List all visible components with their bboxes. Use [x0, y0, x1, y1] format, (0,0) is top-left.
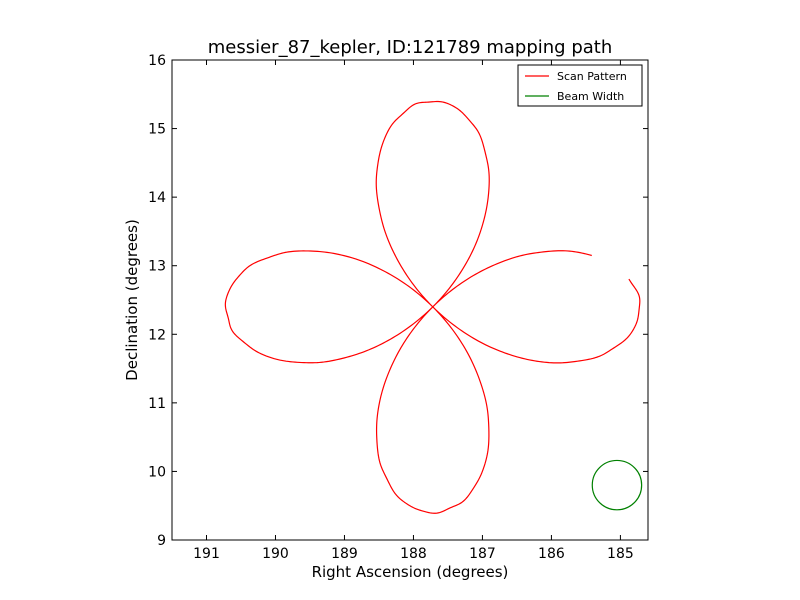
x-axis-title: Right Ascension (degrees)	[312, 563, 509, 581]
legend-beam-width-label: Beam Width	[557, 90, 624, 103]
y-ticks: 9 10 11 12 13 14 15 16	[148, 53, 648, 549]
x-tick-label: 190	[262, 546, 289, 562]
plot-background	[172, 60, 648, 540]
legend-scan-pattern-label: Scan Pattern	[557, 70, 627, 83]
y-tick-label: 10	[148, 464, 166, 480]
y-tick-label: 9	[157, 533, 166, 549]
plot-area: 191 190 189 188 187 186 185 9 10 11 12 13 14 15 16	[148, 53, 649, 562]
y-tick-label: 11	[148, 396, 166, 412]
legend: Scan Pattern Beam Width	[517, 64, 643, 107]
scan-pattern-layer	[224, 100, 641, 514]
legend-box	[517, 64, 643, 107]
y-axis-title: Declination (degrees)	[123, 219, 141, 381]
x-tick-label: 185	[607, 546, 634, 562]
beam-width-circle	[591, 459, 643, 511]
chart-title: messier_87_kepler, ID:121789 mapping pat…	[208, 37, 613, 58]
x-tick-label: 191	[193, 546, 220, 562]
x-tick-label: 189	[331, 546, 358, 562]
x-ticks: 191 190 189 188 187 186 185	[193, 60, 634, 562]
x-tick-label: 186	[538, 546, 565, 562]
beam-width-layer	[591, 459, 643, 511]
y-tick-label: 14	[148, 190, 166, 206]
x-tick-label: 187	[469, 546, 496, 562]
x-tick-label: 188	[400, 546, 427, 562]
y-tick-label: 16	[148, 53, 166, 69]
y-tick-label: 15	[148, 122, 166, 138]
y-tick-label: 13	[148, 259, 166, 275]
plot-frame	[171, 59, 649, 541]
y-tick-label: 12	[148, 327, 166, 343]
scan-pattern-line	[224, 100, 641, 514]
